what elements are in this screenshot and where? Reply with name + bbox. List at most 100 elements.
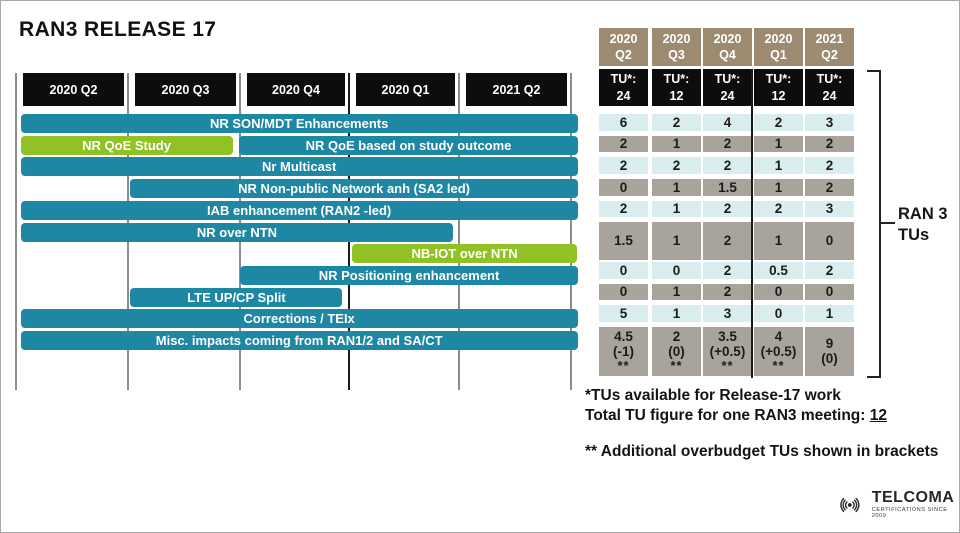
- table-cell: 2: [703, 157, 752, 174]
- page-title: RAN3 RELEASE 17: [19, 18, 217, 41]
- gantt-bar: Misc. impacts coming from RAN1/2 and SA/…: [20, 331, 578, 350]
- table-cell-line: 3.5: [718, 328, 737, 344]
- table-cell: 1: [652, 283, 701, 300]
- table-tu-header: TU*: 24: [703, 69, 752, 106]
- table-cell: 0: [652, 262, 701, 279]
- table-cell: 3.5 (+0.5) **: [703, 326, 752, 376]
- table-cell: 4: [703, 114, 752, 131]
- gantt-quarter-header: 2020 Q4: [247, 73, 345, 106]
- table-cell-line: (-1): [613, 343, 634, 359]
- table-cell: 5: [599, 305, 648, 322]
- table-cell: 1: [652, 221, 701, 260]
- gantt-bar: NR over NTN: [20, 222, 454, 242]
- table-cell-line: (0): [668, 343, 685, 359]
- table-cell: 1: [652, 200, 701, 218]
- table-cell: 1: [652, 179, 701, 196]
- table-cell: 3: [703, 305, 752, 322]
- table-cell-line: **: [721, 358, 734, 374]
- table-cell: 2: [599, 135, 648, 153]
- table-divider-line: [751, 69, 753, 378]
- table-tu-header: TU*: 12: [652, 69, 701, 106]
- table-cell: 1: [754, 221, 803, 260]
- gantt-gridline: [458, 73, 460, 390]
- signal-antenna-icon: [840, 497, 860, 512]
- table-cell: 1: [754, 179, 803, 196]
- table-cell: 9 (0): [805, 326, 854, 376]
- footnote-total-tu-text: Total TU figure for one RAN3 meeting:: [585, 407, 870, 424]
- table-cell-line: 9: [825, 336, 834, 352]
- bracket-bottom-tick: [867, 376, 881, 378]
- table-quarter-header: 2021 Q2: [805, 28, 854, 66]
- table-tu-header: TU*: 12: [754, 69, 803, 106]
- table-cell-line: (+0.5): [709, 343, 746, 359]
- bracket-label: RAN 3 TUs: [898, 204, 948, 246]
- table-cell: 4 (+0.5) **: [754, 326, 803, 376]
- bracket-label-line2: TUs: [898, 226, 930, 245]
- table-cell: 2: [754, 114, 803, 131]
- table-cell: 2: [754, 200, 803, 218]
- table-cell: 2: [703, 262, 752, 279]
- table-cell: 2: [703, 221, 752, 260]
- bracket-label-line1: RAN 3: [898, 205, 948, 223]
- table-cell: 0: [805, 221, 854, 260]
- gantt-bar: NB-IOT over NTN: [352, 244, 577, 264]
- table-cell: 2: [652, 157, 701, 174]
- table-cell: 0: [805, 283, 854, 300]
- footnote-total-tu: Total TU figure for one RAN3 meeting: 12: [585, 407, 887, 425]
- table-cell: 2: [703, 135, 752, 153]
- table-cell-line: 2: [672, 328, 681, 344]
- table-tu-header: TU*: 24: [599, 69, 648, 106]
- table-cell: 0: [754, 305, 803, 322]
- table-cell: 2: [599, 157, 648, 174]
- table-cell: 2: [703, 200, 752, 218]
- gantt-gridline: [15, 73, 17, 390]
- table-cell: 0: [599, 283, 648, 300]
- table-cell-line: **: [617, 358, 630, 374]
- table-cell-line: **: [772, 358, 785, 374]
- gantt-bar: NR SON/MDT Enhancements: [20, 114, 578, 133]
- gantt-quarter-header: 2020 Q2: [23, 73, 124, 106]
- gantt-gridline: [570, 73, 572, 390]
- table-cell: 1.5: [703, 179, 752, 196]
- table-cell: 4.5 (-1) **: [599, 326, 648, 376]
- table-tu-header: TU*: 24: [805, 69, 854, 106]
- table-cell: 6: [599, 114, 648, 131]
- table-cell: 0: [599, 262, 648, 279]
- table-cell: 1: [754, 135, 803, 153]
- table-cell-line: (0): [821, 351, 838, 367]
- table-cell: 0.5: [754, 262, 803, 279]
- logo-text: TELCOMA CERTIFICATIONS SINCE 2009: [871, 489, 959, 520]
- table-cell-line: 4.5: [614, 328, 633, 344]
- table-cell: 0: [754, 283, 803, 300]
- table-cell: 2: [805, 157, 854, 174]
- table-cell: 2: [805, 262, 854, 279]
- table-cell: 3: [805, 200, 854, 218]
- table-cell: 2: [599, 200, 648, 218]
- table-cell: 1: [805, 305, 854, 322]
- table-cell: 3: [805, 114, 854, 131]
- table-cell: 1: [754, 157, 803, 174]
- table-cell: 1: [652, 305, 701, 322]
- gantt-bar: NR Positioning enhancement: [240, 265, 578, 285]
- table-cell: 2 (0) **: [652, 326, 701, 376]
- table-quarter-header: 2020 Q4: [703, 28, 752, 66]
- bracket-vertical: [879, 70, 881, 378]
- telcoma-logo: TELCOMA CERTIFICATIONS SINCE 2009: [831, 490, 959, 519]
- logo-name: TELCOMA: [871, 489, 955, 506]
- gantt-bar: NR QoE Study: [20, 135, 233, 155]
- table-cell-line: (+0.5): [760, 343, 797, 359]
- gantt-bar: Nr Multicast: [20, 157, 578, 177]
- footnote-tus-available: *TUs available for Release-17 work: [585, 387, 841, 404]
- gantt-bar: NR Non-public Network anh (SA2 led): [130, 179, 578, 199]
- gantt-bar: IAB enhancement (RAN2 -led): [20, 200, 578, 220]
- table-cell: 1.5: [599, 221, 648, 260]
- table-cell: 2: [703, 283, 752, 300]
- table-quarter-header: 2020 Q1: [754, 28, 803, 66]
- gantt-quarter-header: 2020 Q1: [356, 73, 455, 106]
- table-cell: 2: [652, 114, 701, 131]
- logo-tagline: CERTIFICATIONS SINCE 2009: [871, 507, 948, 519]
- table-cell: 1: [652, 135, 701, 153]
- table-cell: 0: [599, 179, 648, 196]
- table-quarter-header: 2020 Q3: [652, 28, 701, 66]
